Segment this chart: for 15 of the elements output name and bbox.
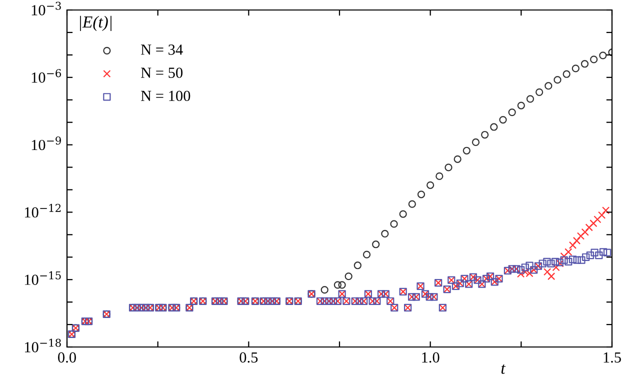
y-tick-label: 10$^{−12}$ [24,204,61,218]
legend-label: N = 100 [140,90,190,102]
x-tick-label: 1.0 [422,352,440,363]
y-tick-label: 10$^{−6}$ [32,69,62,83]
y-axis-title: |E(t)| [80,16,112,32]
x-tick-label: 0.5 [240,352,258,363]
x-axis-title: t [501,364,506,374]
y-tick-label: 10$^{−15}$ [24,271,61,285]
legend-label: N = 34 [140,44,183,55]
x-tick-label: 1.5 [604,352,621,363]
legend-label: N = 50 [140,68,183,78]
y-tick-label: 10$^{−18}$ [24,338,61,352]
x-tick-label: 0.0 [58,352,76,363]
y-tick-label: 10$^{−3}$ [32,2,61,16]
y-tick-label: 10$^{−9}$ [32,136,61,150]
